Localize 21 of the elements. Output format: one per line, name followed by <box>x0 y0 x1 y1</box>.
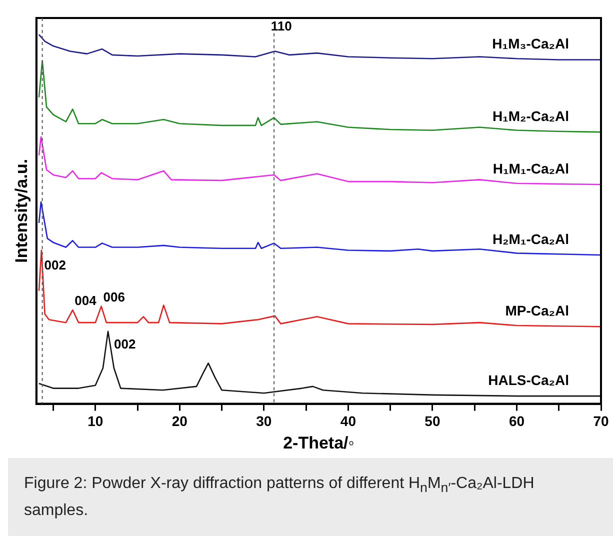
x-tick-label: 10 <box>88 413 104 430</box>
series-label: HALS-Ca₂Al <box>488 372 569 388</box>
x-tick-label: 50 <box>424 413 440 430</box>
x-tick-label: 20 <box>172 413 188 430</box>
annotation: 006 <box>103 289 125 304</box>
annotation: 002 <box>44 257 66 272</box>
x-axis-title: 2-Theta/◦ <box>283 433 354 452</box>
x-tick-label: 60 <box>508 413 525 430</box>
series-label: MP-Ca₂Al <box>505 302 569 318</box>
y-axis-title: Intensity/a.u. <box>12 158 31 263</box>
x-tick-label: 40 <box>340 413 356 430</box>
series-label: H₁M₃-Ca₂Al <box>492 36 569 52</box>
series-label: H₁M₂-Ca₂Al <box>492 108 569 124</box>
annotation: 110 <box>270 18 292 34</box>
annotation: 002 <box>114 336 136 352</box>
x-tick-label: 70 <box>593 413 609 430</box>
x-tick-label: 30 <box>256 413 272 430</box>
series-label: H₂M₁-Ca₂Al <box>492 230 569 247</box>
annotation: 004 <box>74 293 98 308</box>
series-label: H₁M₁-Ca₂Al <box>492 160 569 176</box>
text: Figure 2: Powder X-ray diffraction patterns of different H$_{n}$M$_{n′}$-Ca₂Al-LDH samples. <box>24 475 534 520</box>
